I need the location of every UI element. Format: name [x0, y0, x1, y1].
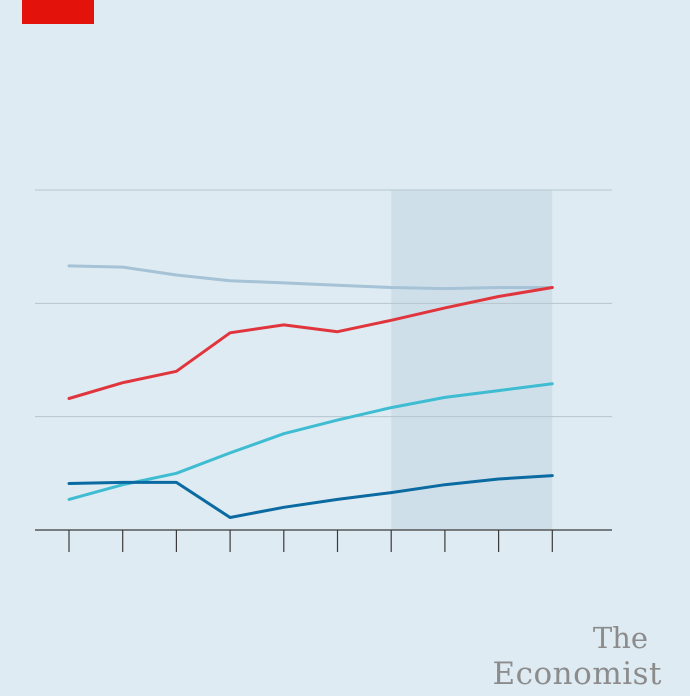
series-line-2 [67, 286, 554, 400]
logo-economist: Economist [492, 656, 662, 692]
series-line-1 [67, 264, 554, 291]
shaded-region [391, 190, 553, 530]
series-line-4 [67, 474, 554, 519]
economist-red-tag [22, 0, 94, 24]
economist-logo: The Economist [493, 620, 662, 692]
logo-the: The [592, 621, 648, 655]
series-line-3 [67, 382, 554, 501]
